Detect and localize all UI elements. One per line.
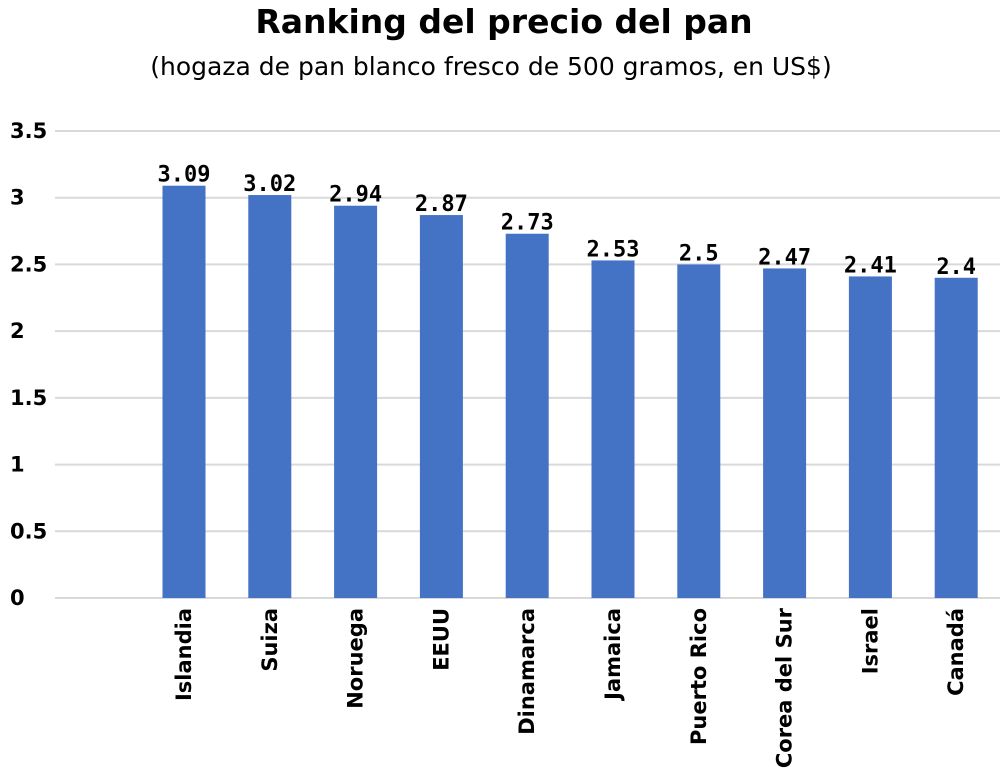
x-tick-label: Israel bbox=[858, 608, 882, 674]
data-label: 3.02 bbox=[243, 172, 296, 197]
x-tick-label: Noruega bbox=[344, 608, 368, 709]
bar-dinamarca bbox=[505, 233, 549, 599]
data-label: 2.41 bbox=[844, 253, 897, 278]
bar-canad- bbox=[934, 277, 978, 598]
x-tick-label: Canadá bbox=[944, 608, 968, 696]
x-tick-label: Dinamarca bbox=[515, 608, 539, 735]
data-label: 2.94 bbox=[329, 183, 382, 208]
bar-puerto-rico bbox=[677, 264, 721, 598]
y-tick-label: 2.5 bbox=[10, 252, 47, 276]
bar-jamaica bbox=[591, 260, 635, 598]
y-tick-label: 3 bbox=[10, 186, 25, 210]
y-tick-label: 0.5 bbox=[10, 519, 47, 543]
data-label: 2.4 bbox=[936, 255, 976, 280]
bar-israel bbox=[848, 276, 892, 598]
x-tick-label: Corea del Sur bbox=[773, 607, 797, 768]
chart-title: Ranking del precio del pan bbox=[255, 2, 753, 41]
data-label: 2.53 bbox=[587, 237, 640, 262]
x-tick-label: Suiza bbox=[258, 608, 282, 672]
data-label: 2.73 bbox=[501, 211, 554, 236]
y-tick-label: 0 bbox=[10, 586, 25, 610]
bar-islandia bbox=[162, 185, 206, 598]
bar-suiza bbox=[248, 195, 292, 598]
chart-subtitle: (hogaza de pan blanco fresco de 500 gram… bbox=[150, 52, 832, 81]
data-label: 2.47 bbox=[758, 245, 811, 270]
bar-corea-del-sur bbox=[763, 268, 807, 598]
y-tick-label: 1.5 bbox=[10, 386, 47, 410]
data-label: 2.5 bbox=[679, 241, 719, 266]
x-tick-label: Jamaica bbox=[601, 608, 625, 702]
bar-eeuu bbox=[419, 215, 463, 598]
data-label: 3.09 bbox=[158, 163, 211, 188]
y-tick-label: 2 bbox=[10, 319, 25, 343]
bar-noruega bbox=[334, 205, 378, 598]
x-tick-label: EEUU bbox=[429, 608, 453, 671]
x-tick-label: Puerto Rico bbox=[687, 608, 711, 745]
data-label: 2.87 bbox=[415, 192, 468, 217]
y-tick-label: 3.5 bbox=[10, 119, 47, 143]
x-tick-label: Islandia bbox=[172, 608, 196, 701]
y-tick-label: 1 bbox=[10, 453, 25, 477]
